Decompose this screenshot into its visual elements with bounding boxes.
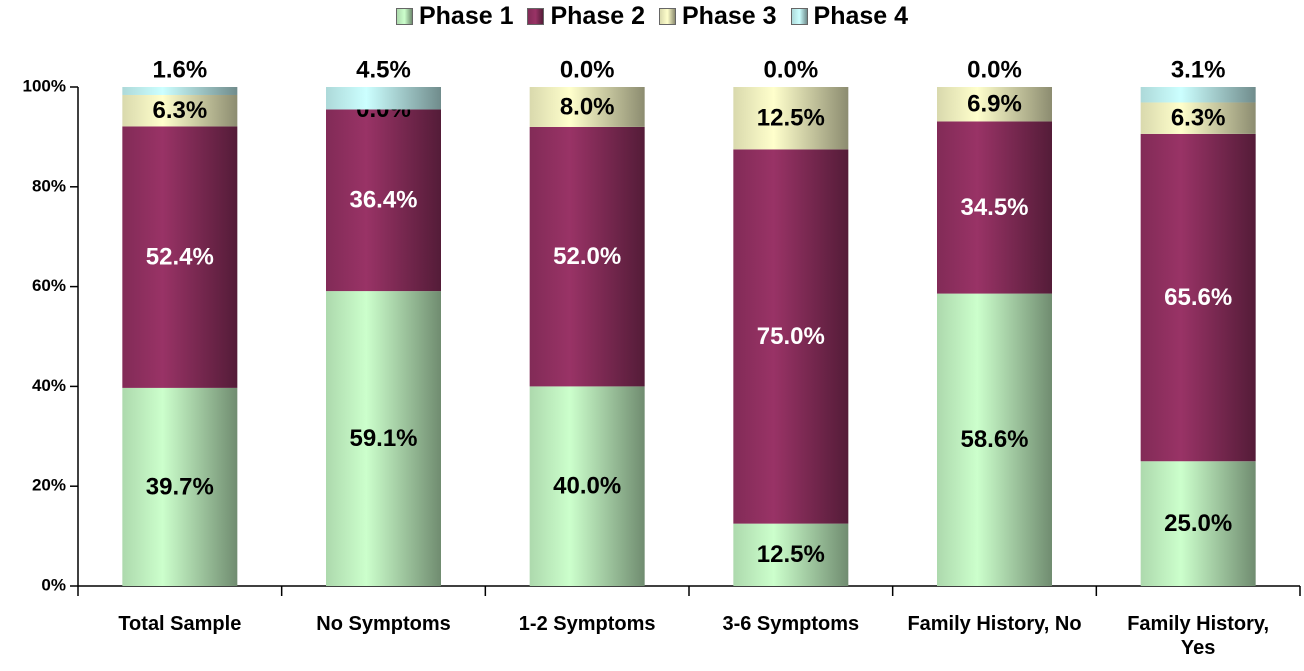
value-label: 6.3% <box>1171 105 1226 132</box>
y-tick-label: 40% <box>32 376 66 395</box>
bar-segment <box>529 87 645 127</box>
value-label: 4.5% <box>356 56 411 83</box>
bar-segment <box>326 109 441 292</box>
y-tick-label: 80% <box>32 176 66 195</box>
bar-segment <box>733 87 849 150</box>
x-tick-label: No Symptoms <box>316 613 451 635</box>
x-tick-label: Total Sample <box>118 613 242 635</box>
value-label: 6.9% <box>967 91 1022 118</box>
value-label: 1.6% <box>152 56 207 83</box>
y-tick-label: 100% <box>23 76 66 95</box>
value-label: 52.4% <box>146 244 214 271</box>
value-label: 59.1% <box>349 425 417 452</box>
bar-segment <box>1140 102 1256 134</box>
value-label: 12.5% <box>757 105 825 132</box>
value-label: 0.0% <box>967 56 1022 83</box>
y-tick-label: 60% <box>32 276 66 295</box>
legend-swatch <box>659 8 676 25</box>
legend-label: Phase 4 <box>813 2 909 30</box>
legend-item: Phase 2 <box>527 2 645 31</box>
value-label: 0.0% <box>560 56 615 83</box>
y-tick-label: 0% <box>41 575 66 594</box>
value-label: 65.6% <box>1164 284 1232 311</box>
bar-segment <box>733 523 849 586</box>
value-label: 39.7% <box>146 473 214 500</box>
bar-segment <box>937 293 1052 586</box>
bar-segment <box>326 291 441 586</box>
bar-segment <box>122 126 238 388</box>
bar-segment <box>326 87 441 110</box>
legend-item: Phase 1 <box>395 2 514 31</box>
legend-swatch <box>395 8 413 25</box>
value-label: 34.5% <box>960 194 1028 221</box>
legend-swatch <box>790 8 808 25</box>
value-label: 8.0% <box>560 93 615 120</box>
value-label: 6.3% <box>152 97 207 124</box>
value-label: 36.4% <box>349 187 417 214</box>
legend-swatch <box>527 8 545 25</box>
legend-item: Phase 4 <box>790 2 909 31</box>
bar-segment <box>937 87 1052 122</box>
legend-item: Phase 3 <box>659 2 777 31</box>
x-tick-label: Family History, Yes <box>1127 613 1270 659</box>
value-label: 40.0% <box>553 473 621 500</box>
legend-label: Phase 3 <box>682 2 777 30</box>
value-label: 12.5% <box>757 541 825 568</box>
bar-segment <box>733 149 849 524</box>
bar-segment <box>529 126 645 387</box>
x-tick-label: 1-2 Symptoms <box>518 613 656 635</box>
value-label: 58.6% <box>960 426 1028 453</box>
bar-segment <box>1140 87 1256 103</box>
x-tick-label: Family History, No <box>907 613 1082 635</box>
legend-label: Phase 2 <box>550 2 645 30</box>
legend: Phase 1 Phase 2 Phase 3 Phase 4 <box>0 2 1304 31</box>
value-label: 25.0% <box>1164 510 1232 537</box>
bar-segment <box>529 386 645 586</box>
value-label: 3.1% <box>1171 56 1226 83</box>
value-label: 0.0% <box>763 56 818 83</box>
y-tick-label: 20% <box>32 476 66 495</box>
bar-segment <box>122 87 238 95</box>
bar-segment <box>937 121 1052 294</box>
value-label: 75.0% <box>757 323 825 350</box>
bar-segment <box>122 387 238 586</box>
value-label: 52.0% <box>553 243 621 270</box>
bar-segment <box>1140 133 1256 462</box>
bar-segment <box>1140 461 1256 586</box>
bar-segment <box>122 94 238 127</box>
x-tick-label: 3-6 Symptoms <box>722 613 860 635</box>
legend-label: Phase 1 <box>418 2 514 30</box>
